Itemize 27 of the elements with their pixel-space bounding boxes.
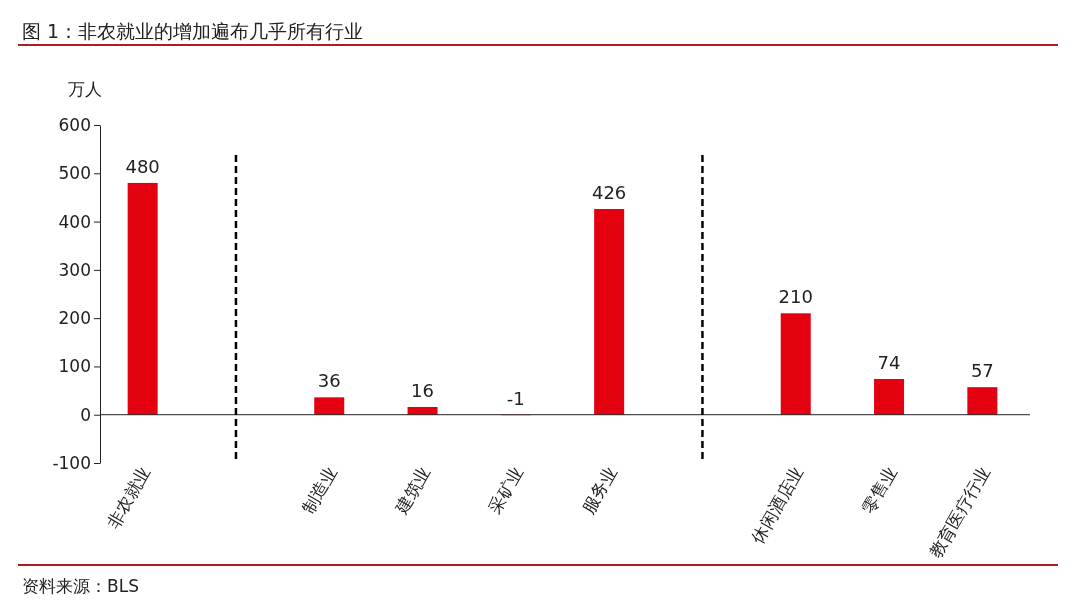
text: 资料来源：BLS [22, 576, 139, 596]
y-tick-label: 200 [58, 308, 91, 329]
data-label: 57 [970, 360, 994, 382]
chart-title: 图 1：非农就业的增加遍布几乎所有行业 [22, 20, 364, 42]
y-tick-label: 400 [58, 211, 91, 232]
y-tick-label: 600 [58, 114, 91, 135]
x-tick-label: 采矿业 [484, 463, 528, 518]
x-tick-label: 休闲酒店业 [747, 463, 808, 547]
data-label: 480 [125, 155, 160, 177]
y-tick-label: 100 [58, 356, 91, 377]
data-label: 16 [411, 379, 434, 401]
x-tick-label: 零售业 [857, 463, 901, 518]
data-label: 36 [317, 370, 341, 392]
y-tick-label: 0 [80, 404, 91, 425]
y-tick-label: 500 [58, 163, 91, 184]
data-label: -1 [506, 387, 525, 409]
x-tick-label: 服务业 [577, 463, 621, 518]
y-axis-title: 万人 [68, 79, 102, 99]
x-tick-label: 非农就业 [102, 463, 155, 532]
y-tick-label: 300 [58, 259, 91, 280]
x-tick-label: 建筑业 [390, 463, 435, 519]
x-tick-label: 制造业 [297, 463, 341, 518]
x-tick-label: 教育医疗行业 [925, 463, 994, 562]
y-tick-label: -100 [52, 452, 91, 473]
data-label: 74 [877, 351, 901, 373]
data-label: 426 [591, 182, 627, 204]
data-label: 210 [778, 286, 813, 308]
